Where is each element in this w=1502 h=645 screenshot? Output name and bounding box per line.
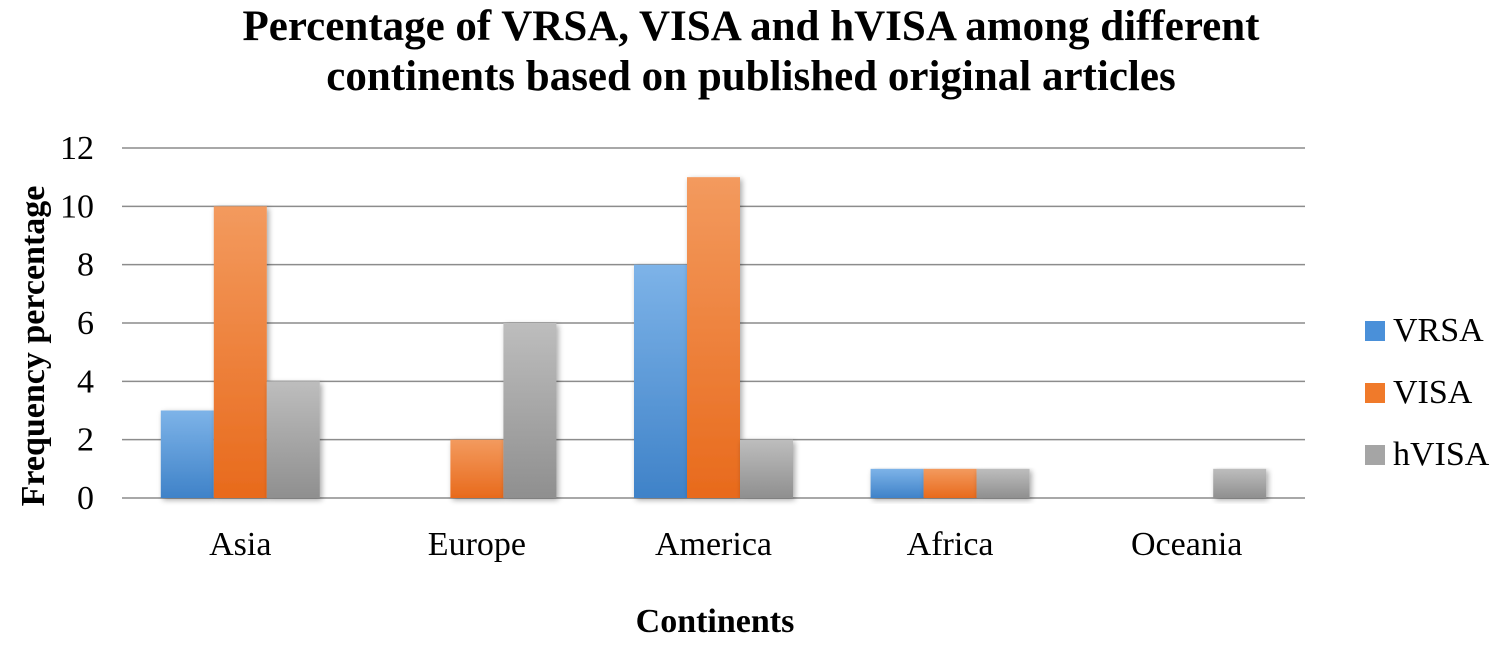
legend-swatch-vrsa xyxy=(1365,321,1385,341)
legend-item-hvisa: hVISA xyxy=(1365,424,1489,486)
chart-title-line-2: continents based on published original a… xyxy=(326,53,1176,100)
legend-swatch-hvisa xyxy=(1365,445,1385,465)
legend-label-vrsa: VRSA xyxy=(1393,312,1484,349)
legend-item-vrsa: VRSA xyxy=(1365,300,1489,362)
bar-vrsa-america xyxy=(634,264,687,498)
bar-visa-america xyxy=(687,177,740,498)
y-tick-label: 4 xyxy=(77,363,94,400)
y-tick-label: 0 xyxy=(77,480,94,517)
x-tick-label-africa: Africa xyxy=(907,526,994,563)
legend-swatch-visa xyxy=(1365,383,1385,403)
bar-hvisa-europe xyxy=(503,323,557,498)
x-tick-label-asia: Asia xyxy=(209,526,271,563)
bar-visa-africa xyxy=(923,468,977,498)
x-tick-label-europe: Europe xyxy=(428,526,526,563)
y-tick-label: 12 xyxy=(60,130,94,167)
legend-label-hvisa: hVISA xyxy=(1393,436,1490,473)
bar-hvisa-oceania xyxy=(1213,468,1267,498)
bar-vrsa-africa xyxy=(870,468,924,498)
x-tick-label-america: America xyxy=(655,526,772,563)
legend: VRSA VISA hVISA xyxy=(1365,300,1489,486)
y-tick-label: 2 xyxy=(77,422,94,459)
legend-item-visa: VISA xyxy=(1365,362,1489,424)
chart-title-line-1: Percentage of VRSA, VISA and hVISA among… xyxy=(242,3,1260,50)
bar-hvisa-america xyxy=(740,439,793,498)
chart-title: Percentage of VRSA, VISA and hVISA among… xyxy=(0,2,1502,102)
x-tick-label-oceania: Oceania xyxy=(1131,526,1242,563)
y-axis-title: Frequency percentage xyxy=(15,186,52,507)
bars xyxy=(160,177,1267,499)
y-tick-label: 10 xyxy=(60,188,94,225)
bar-visa-asia xyxy=(213,206,267,499)
bar-hvisa-asia xyxy=(266,381,320,498)
legend-label-visa: VISA xyxy=(1393,374,1473,411)
y-tick-labels: 0 2 4 6 8 10 12 xyxy=(60,130,94,517)
y-tick-label: 6 xyxy=(77,305,94,342)
x-axis-title: Continents xyxy=(636,603,795,640)
bar-hvisa-africa xyxy=(976,468,1030,498)
x-tick-labels: Asia Europe America Africa Oceania xyxy=(209,526,1242,563)
bar-visa-europe xyxy=(450,439,504,498)
bar-vrsa-asia xyxy=(160,410,214,498)
y-tick-label: 8 xyxy=(77,247,94,284)
